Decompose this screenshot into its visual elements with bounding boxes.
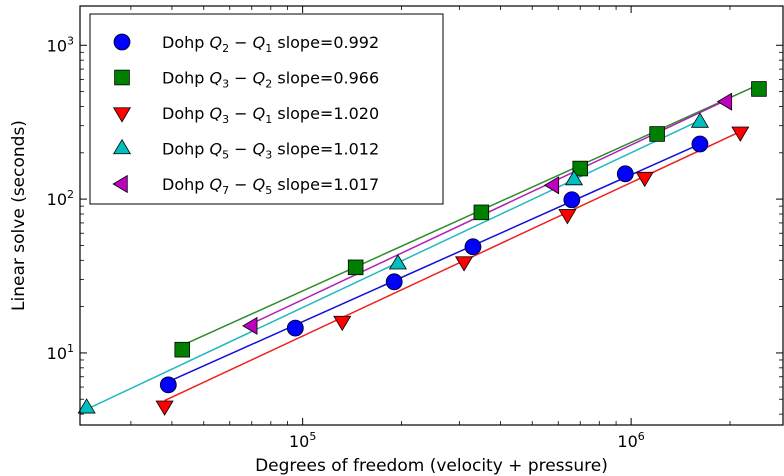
y-axis-label: Linear solve (seconds) bbox=[9, 120, 29, 311]
data-point-s1-2 bbox=[286, 319, 304, 337]
data-point-s1-3 bbox=[385, 273, 403, 291]
series-3-markers bbox=[155, 126, 750, 416]
data-point-s2-5 bbox=[649, 126, 665, 142]
data-point-s4-3 bbox=[564, 169, 584, 186]
fit-line-1 bbox=[168, 143, 701, 383]
data-point-s3-3 bbox=[454, 256, 474, 272]
data-point-s2-1 bbox=[174, 341, 190, 358]
legend-entry-2: Dohp Q3 − Q2 slope=0.966 bbox=[162, 69, 379, 91]
data-point-s3-6 bbox=[731, 126, 750, 142]
legend-marker-2 bbox=[114, 69, 130, 86]
series-1-markers bbox=[159, 135, 709, 394]
data-point-s3-5 bbox=[635, 171, 654, 188]
x-axis-label: Degrees of freedom (velocity + pressure) bbox=[255, 456, 608, 476]
y-tick-label-3: 103 bbox=[47, 34, 74, 55]
data-point-s1-5 bbox=[563, 191, 581, 209]
axis-ticks: 105 106 101 102 103 bbox=[47, 6, 783, 451]
legend-entry-1: Dohp Q2 − Q1 slope=0.992 bbox=[162, 33, 379, 55]
data-point-s4-2 bbox=[388, 254, 407, 270]
data-point-s2-2 bbox=[347, 259, 364, 276]
data-point-s1-4 bbox=[464, 238, 482, 256]
legend-marker-1 bbox=[113, 33, 131, 51]
legend-box bbox=[89, 13, 444, 205]
data-point-s5-3 bbox=[716, 92, 733, 111]
data-point-s3-2 bbox=[333, 315, 352, 332]
y-tick-label-2: 102 bbox=[47, 188, 74, 209]
legend-marker-3 bbox=[112, 107, 132, 123]
data-point-s4-4 bbox=[690, 112, 709, 128]
series-2-markers bbox=[174, 81, 767, 358]
x-tick-label-1: 105 bbox=[289, 430, 316, 451]
legend-marker-4 bbox=[112, 138, 132, 155]
data-point-s1-7 bbox=[691, 135, 709, 153]
y-tick-label-1: 101 bbox=[47, 342, 74, 363]
data-point-s3-1 bbox=[155, 400, 174, 416]
data-markers bbox=[77, 81, 767, 416]
data-point-s1-1 bbox=[159, 376, 177, 394]
data-point-s2-4 bbox=[572, 160, 588, 177]
legend-entry-3: Dohp Q3 − Q1 slope=1.020 bbox=[162, 104, 379, 126]
plot-frame bbox=[79, 5, 784, 426]
data-point-s2-3 bbox=[473, 204, 490, 221]
data-point-s5-2 bbox=[543, 176, 560, 195]
data-point-s3-4 bbox=[558, 209, 577, 225]
legend-entry-5: Dohp Q7 − Q5 slope=1.017 bbox=[162, 175, 379, 197]
data-point-s2-6 bbox=[751, 81, 767, 97]
data-point-s5-1 bbox=[242, 316, 258, 335]
series-5-markers bbox=[242, 92, 733, 335]
legend-marker-5 bbox=[112, 174, 128, 194]
data-point-s1-6 bbox=[616, 165, 634, 183]
x-tick-label-2: 106 bbox=[617, 430, 644, 451]
series-4-markers bbox=[77, 112, 709, 414]
legend-entry-4: Dohp Q5 − Q3 slope=1.012 bbox=[162, 140, 379, 162]
data-point-s4-1 bbox=[77, 398, 96, 414]
legend: Dohp Q2 − Q1 slope=0.992 Dohp Q3 − Q2 slo… bbox=[89, 13, 444, 205]
